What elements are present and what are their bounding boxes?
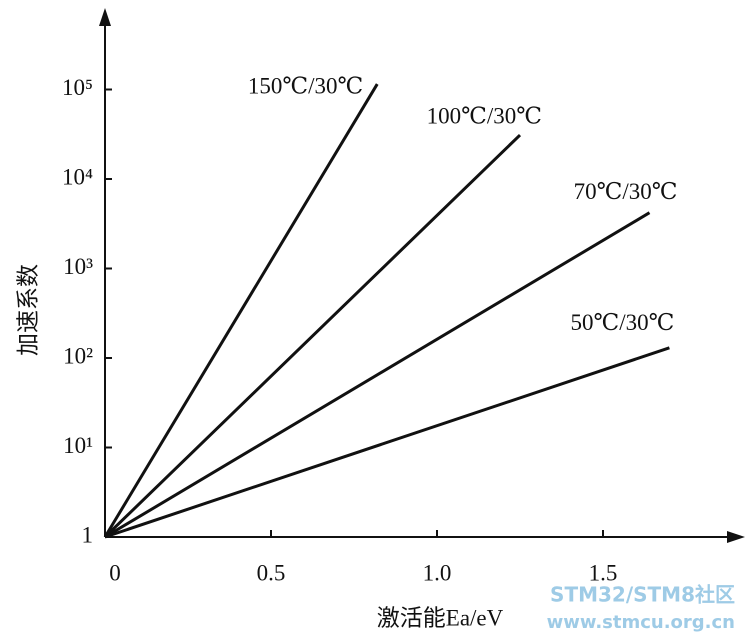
x-tick-label: 1.5 [589, 560, 618, 585]
series-label: 50℃/30℃ [571, 310, 675, 335]
y-tick-label: 1 [82, 522, 94, 547]
series-label: 150℃/30℃ [248, 73, 363, 98]
y-tick-label: 10¹ [63, 433, 93, 458]
y-tick-label: 10³ [63, 254, 93, 279]
series-label: 70℃/30℃ [574, 179, 678, 204]
y-axis-label: 加速系数 [15, 264, 40, 356]
series-line [103, 83, 379, 538]
watermark: www.stmcu.org.cn [547, 612, 735, 633]
y-tick-label: 10⁴ [62, 164, 93, 189]
x-tick-label: 0 [109, 560, 121, 585]
series-line [103, 133, 522, 539]
series-line [104, 211, 651, 539]
y-axis-arrow [99, 8, 111, 26]
x-axis-arrow [727, 531, 745, 543]
x-tick-label: 1.0 [423, 560, 452, 585]
x-tick-label: 0.5 [257, 560, 286, 585]
watermark: STM32/STM8社区 [550, 583, 735, 607]
x-axis-label: 激活能Ea/eV [377, 605, 504, 630]
y-tick-label: 10² [63, 343, 93, 368]
series-label: 100℃/30℃ [427, 103, 542, 128]
series-line [104, 346, 670, 539]
y-tick-label: 10⁵ [62, 75, 93, 100]
